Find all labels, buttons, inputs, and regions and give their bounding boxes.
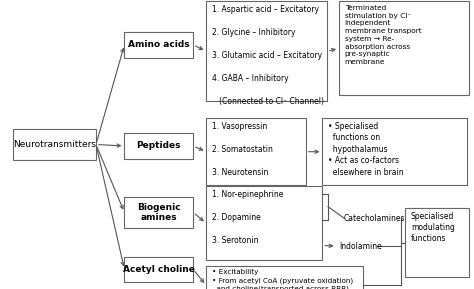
Text: Acetyl choline: Acetyl choline	[123, 265, 195, 274]
FancyBboxPatch shape	[206, 266, 363, 289]
Text: Specialised
modulating
functions: Specialised modulating functions	[411, 212, 455, 243]
Text: • Excitability
• From acetyl CoA (pyruvate oxidation)
  and choline(transported : • Excitability • From acetyl CoA (pyruva…	[212, 269, 353, 289]
FancyBboxPatch shape	[405, 208, 469, 277]
Text: Terminated
stimulation by Cl⁻
independent
membrane transport
system → Re-
absorp: Terminated stimulation by Cl⁻ independen…	[345, 5, 421, 65]
Text: Amino acids: Amino acids	[128, 40, 190, 49]
Text: Biogenic
amines: Biogenic amines	[137, 203, 181, 222]
FancyBboxPatch shape	[322, 118, 467, 185]
FancyBboxPatch shape	[124, 133, 193, 159]
Text: Neurotransmitters: Neurotransmitters	[13, 140, 96, 149]
Text: • Specialised
  functions on
  hypothalamus
• Act as co-factors
  elsewhere in b: • Specialised functions on hypothalamus …	[328, 122, 404, 177]
Text: Catecholamines: Catecholamines	[344, 214, 406, 223]
FancyBboxPatch shape	[206, 1, 327, 101]
Text: 1. Aspartic acid – Excitatory

2. Glycine – Inhibitory

3. Glutamic acid – Excit: 1. Aspartic acid – Excitatory 2. Glycine…	[212, 5, 324, 105]
FancyBboxPatch shape	[339, 1, 469, 95]
FancyBboxPatch shape	[124, 32, 193, 58]
FancyBboxPatch shape	[124, 197, 193, 228]
FancyBboxPatch shape	[124, 257, 193, 282]
Text: Indolamine: Indolamine	[339, 242, 382, 251]
Text: 1. Nor-epinephrine

2. Dopamine

3. Serotonin: 1. Nor-epinephrine 2. Dopamine 3. Seroto…	[212, 190, 283, 245]
Text: 1. Vasopressin

2. Somatostatin

3. Neurotensin: 1. Vasopressin 2. Somatostatin 3. Neurot…	[212, 122, 273, 177]
FancyBboxPatch shape	[13, 129, 96, 160]
FancyBboxPatch shape	[206, 118, 306, 185]
Text: Peptides: Peptides	[137, 141, 181, 151]
FancyBboxPatch shape	[206, 186, 322, 260]
